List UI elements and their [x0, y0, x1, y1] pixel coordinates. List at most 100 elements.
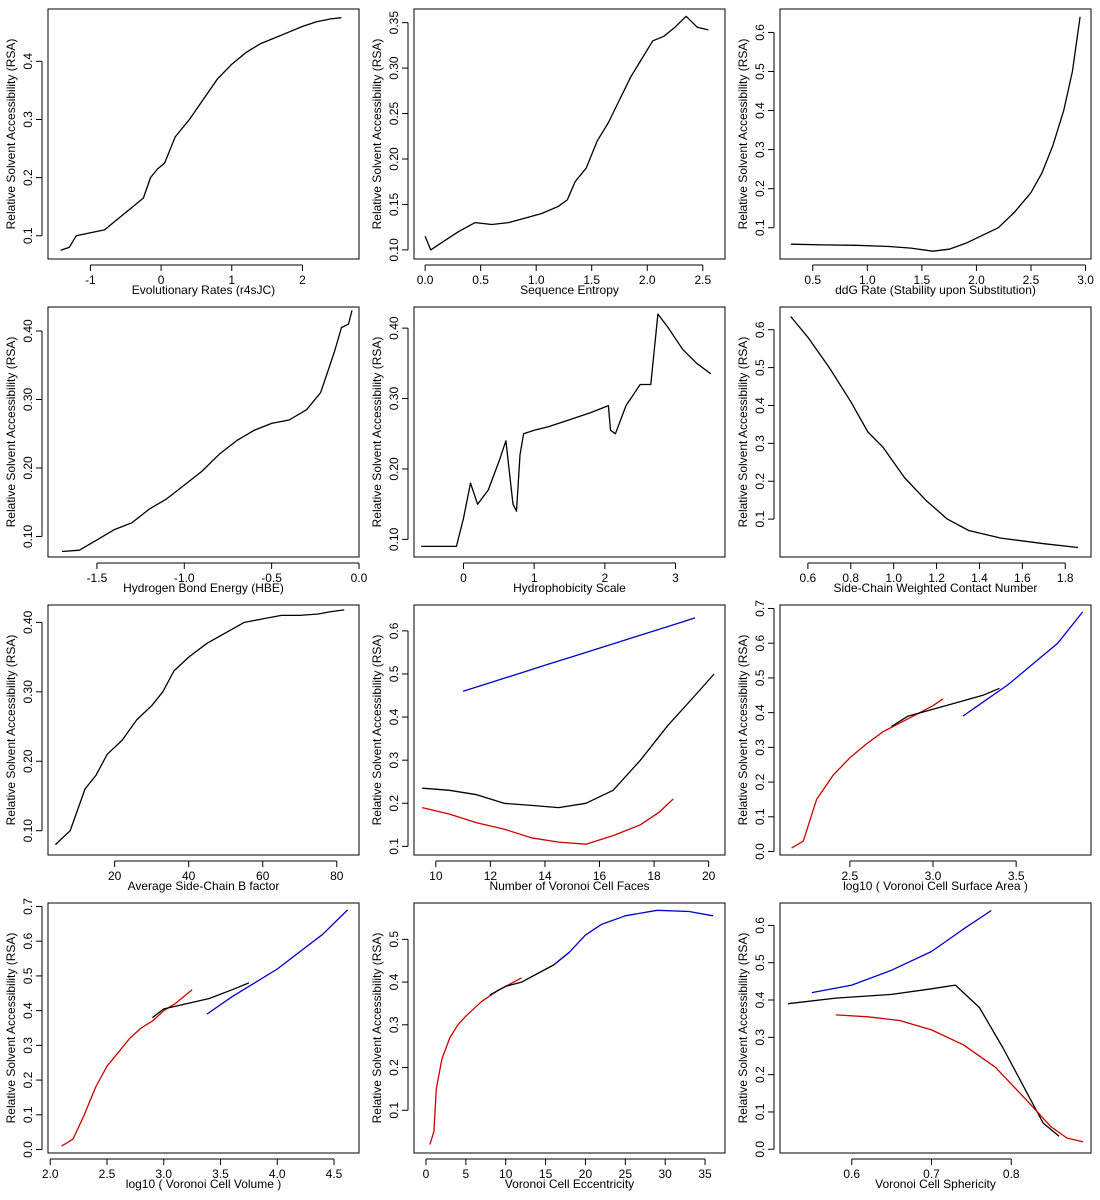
y-tick-label: 0.0 — [753, 1141, 767, 1158]
chart-panel-11: 0 5 10 15 20 25 30 35 0.1 0.2 0.3 0.4 0.5 Voronoi Cel… — [370, 902, 726, 1191]
x-tick-label: 0 — [158, 273, 165, 287]
y-axis-label: Relative Solvent Accessibility (RSA) — [736, 635, 750, 826]
chart-panel-5: 0 1 2 3 0.10 0.20 0.30 0.40 Hydrophobicity Scale… — [370, 306, 726, 595]
x-tick-label: 1.0 — [885, 571, 902, 585]
y-tick-label: 0.1 — [753, 219, 767, 236]
series-line-black — [422, 673, 715, 809]
x-tick-label: 2.5 — [1023, 273, 1040, 287]
x-tick-label: 2 — [601, 571, 608, 585]
chart-panel-6: 0.6 0.8 1.0 1.2 1.4 1.6 1.8 0.1 0.2 0.3 0.4 0.5 0.6 S… — [736, 306, 1092, 595]
series-line-red — [791, 698, 944, 849]
series-line-red — [61, 989, 193, 1147]
x-tick-label: -1 — [85, 273, 96, 287]
plot-frame — [779, 902, 1092, 1154]
series-line-black — [891, 687, 1000, 728]
x-axis-label: log10 ( Voronoi Cell Volume ) — [126, 1177, 281, 1191]
y-tick-label: 0.2 — [753, 473, 767, 490]
y-tick-label: 0.20 — [21, 456, 35, 480]
x-tick-label: 0.7 — [923, 1167, 940, 1181]
x-tick-label: 25 — [619, 1167, 633, 1181]
y-tick-label: 0.5 — [21, 967, 35, 984]
x-tick-label: 10 — [429, 869, 443, 883]
y-tick-label: 0.10 — [21, 819, 35, 843]
y-tick-label: 0.7 — [753, 600, 767, 617]
y-tick-label: 0.2 — [21, 1071, 35, 1088]
y-tick-label: 0.0 — [21, 1141, 35, 1158]
y-tick-label: 0.2 — [753, 773, 767, 790]
y-tick-label: 0.4 — [21, 53, 35, 70]
x-tick-label: 15 — [539, 1167, 553, 1181]
x-tick-label: 5 — [462, 1167, 469, 1181]
y-tick-label: 0.40 — [21, 610, 35, 634]
x-axis-label: Evolutionary Rates (r4sJC) — [132, 283, 275, 297]
series-line-black — [54, 609, 345, 846]
x-tick-label: 1.0 — [528, 273, 545, 287]
y-axis-label: Relative Solvent Accessibility (RSA) — [370, 337, 384, 528]
y-tick-label: 0.30 — [21, 387, 35, 411]
y-tick-label: 0.5 — [753, 954, 767, 971]
y-tick-label: 0.30 — [21, 680, 35, 704]
series-line-red — [429, 977, 523, 1145]
series-line-black — [61, 310, 353, 553]
x-tick-label: 2.5 — [694, 273, 711, 287]
y-tick-label: 0.25 — [387, 102, 401, 126]
y-axis-label: Relative Solvent Accessibility (RSA) — [736, 933, 750, 1124]
plot-frame — [779, 8, 1092, 260]
x-tick-label: 0.5 — [804, 273, 821, 287]
y-tick-label: 0.3 — [21, 1037, 35, 1054]
x-tick-label: 0.5 — [472, 273, 489, 287]
x-tick-label: 0.8 — [1003, 1167, 1020, 1181]
chart-panel-12: 0.6 0.7 0.8 0.0 0.1 0.2 0.3 0.4 0.5 0.6 Voronoi Ce… — [736, 902, 1092, 1191]
plot-frame — [413, 306, 726, 558]
x-tick-label: 1.0 — [859, 273, 876, 287]
plot-frame — [47, 902, 360, 1154]
y-tick-label: 0.1 — [753, 1103, 767, 1120]
plot-frame — [779, 604, 1092, 856]
y-tick-label: 0.6 — [21, 933, 35, 950]
y-tick-label: 0.5 — [387, 665, 401, 682]
y-tick-label: 0.2 — [21, 169, 35, 186]
x-tick-label: 40 — [182, 869, 196, 883]
y-tick-label: 0.40 — [21, 319, 35, 343]
x-axis-label: Voronoi Cell Sphericity — [875, 1177, 996, 1191]
x-tick-label: 14 — [538, 869, 552, 883]
plot-frame — [413, 8, 726, 260]
x-tick-label: 80 — [330, 869, 344, 883]
y-tick-label: 0.1 — [387, 838, 401, 855]
series-line-black — [424, 15, 709, 251]
x-tick-label: 0.8 — [842, 571, 859, 585]
y-tick-label: 0.3 — [387, 1016, 401, 1033]
x-tick-label: 3.0 — [1077, 273, 1094, 287]
y-tick-label: 0.2 — [753, 1066, 767, 1083]
x-axis-label: Sequence Entropy — [520, 283, 619, 297]
x-tick-label: 2 — [299, 273, 306, 287]
x-axis-label: Voronoi Cell Eccentricity — [505, 1177, 634, 1191]
chart-panel-2: 0.0 0.5 1.0 1.5 2.0 2.5 0.10 0.15 0.20 0.25 0.30 0.… — [370, 8, 726, 297]
y-tick-label: 0.20 — [387, 457, 401, 481]
y-tick-label: 0.10 — [21, 524, 35, 548]
x-tick-label: 3.5 — [212, 1167, 229, 1181]
x-tick-label: 0.0 — [351, 571, 368, 585]
series-line-black — [421, 313, 712, 548]
y-tick-label: 0.3 — [753, 1029, 767, 1046]
x-tick-label: 0 — [423, 1167, 430, 1181]
x-tick-label: 3.0 — [925, 869, 942, 883]
y-tick-label: 0.10 — [387, 238, 401, 262]
chart-panel-8: 10 12 14 16 18 20 0.1 0.2 0.3 0.4 0.5 0.6 Number of … — [370, 604, 726, 893]
x-tick-label: -0.5 — [261, 571, 282, 585]
x-tick-label: 2.5 — [99, 1167, 116, 1181]
y-tick-label: 0.1 — [753, 510, 767, 527]
y-tick-label: 0.20 — [21, 749, 35, 773]
x-tick-label: 3.5 — [1008, 869, 1025, 883]
series-line-blue — [811, 909, 992, 994]
y-tick-label: 0.3 — [753, 435, 767, 452]
y-tick-label: 0.6 — [753, 24, 767, 41]
y-tick-label: 0.4 — [753, 397, 767, 414]
plot-frame — [47, 306, 360, 558]
y-tick-label: 0.1 — [753, 808, 767, 825]
x-tick-label: 20 — [702, 869, 716, 883]
x-tick-label: 20 — [108, 869, 122, 883]
x-tick-label: 60 — [256, 869, 270, 883]
x-tick-label: 3.0 — [155, 1167, 172, 1181]
chart-panel-3: 0.5 1.0 1.5 2.0 2.5 3.0 0.1 0.2 0.3 0.4 0.5 0.6 ddG … — [736, 8, 1094, 297]
